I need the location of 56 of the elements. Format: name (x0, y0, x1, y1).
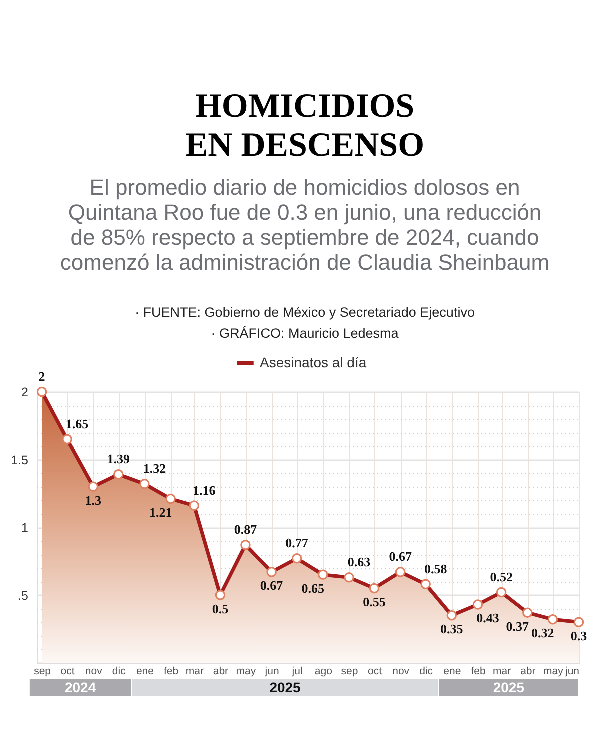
text: · FUENTE: Gobierno de México y Secretariado Ejecutivo (135, 305, 475, 320)
y-tick-label: 1.5 (11, 453, 29, 468)
data-label: 2 (38, 369, 46, 384)
x-tick-label: nov (392, 666, 410, 678)
x-tick-label: feb (471, 666, 486, 678)
data-label: 1.3 (85, 492, 102, 508)
x-tick-label: oct (60, 666, 75, 678)
x-tick-label: ago (314, 666, 333, 678)
x-tick-label: mar (493, 666, 512, 678)
data-label: 0.58 (424, 561, 448, 576)
chart-title: HOMICIDIOS EN DESCENSO (185, 88, 425, 164)
data-label: 0.67 (260, 578, 284, 594)
y-tick-label: 2 (22, 386, 29, 400)
chart-subtitle: El promedio diario de homicidios dolosos en Quintana Roo fue de 0.3 en junio, una reducción de 85% respecto a septiembre de 2024, cuando comenzó la administración de Claudia Sheinbaum (60, 175, 550, 275)
data-label: 0.52 (490, 570, 513, 585)
x-tick-label: mar (186, 666, 204, 678)
data-label: 0.35 (440, 622, 464, 637)
data-label: 0.55 (363, 594, 386, 610)
x-tick-label: abr (520, 666, 536, 678)
x-tick-label: jul (291, 666, 303, 678)
data-label: 1.32 (143, 461, 166, 476)
x-tick-label: dic (420, 666, 434, 678)
y-tick-label: 1 (22, 521, 29, 535)
data-label: 0.5 (212, 601, 230, 616)
data-label: 1.16 (193, 482, 216, 498)
x-tick-label: ene (444, 666, 462, 678)
x-tick-label: may (236, 666, 257, 678)
x-tick-label: nov (85, 666, 104, 678)
x-tick-label: ene (136, 666, 154, 678)
data-label: 0.63 (348, 554, 372, 570)
x-tick-label: dic (112, 666, 126, 678)
text: 2025 (493, 680, 525, 696)
data-label: 0.67 (389, 549, 412, 564)
x-tick-label: sep (341, 666, 358, 678)
text: · GRÁFICO: Mauricio Ledesma (211, 326, 400, 341)
data-label: 0.32 (532, 626, 554, 641)
text: 2025 (270, 680, 302, 696)
x-tick-label: jun (264, 666, 280, 678)
data-label: 0.87 (234, 522, 258, 538)
data-label: 0.65 (302, 580, 326, 596)
data-label: 0.37 (506, 618, 530, 634)
x-tick-label: may (543, 666, 564, 678)
data-label: 1.65 (66, 416, 90, 432)
x-tick-label: oct (368, 666, 382, 678)
x-tick-label: sep (34, 666, 52, 678)
data-label: 0.77 (286, 536, 309, 551)
y-tick-label: .5 (18, 588, 29, 603)
text: 2024 (64, 680, 96, 696)
data-label: 0.43 (476, 610, 500, 626)
x-tick-label: abr (213, 666, 230, 678)
x-tick-label: jun (564, 666, 580, 678)
data-label: 0.3 (570, 628, 588, 644)
data-label: 1.21 (149, 505, 172, 520)
x-tick-label: feb (164, 666, 179, 678)
legend-label: Asesinatos al día (260, 354, 367, 370)
data-label: 1.39 (107, 452, 131, 467)
